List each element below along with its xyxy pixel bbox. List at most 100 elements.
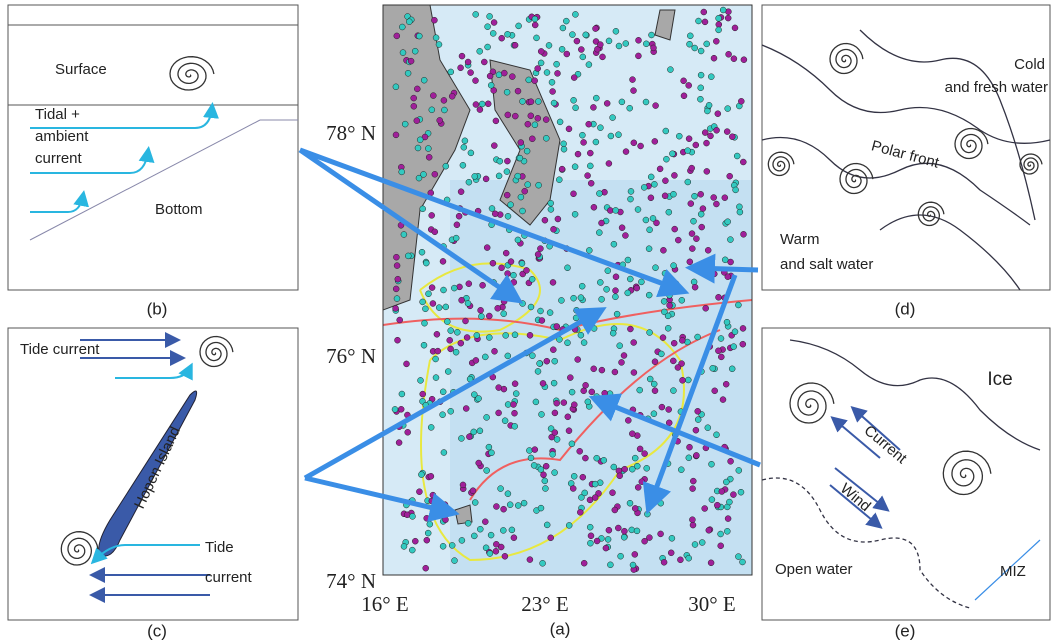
observation-dot bbox=[436, 305, 442, 311]
observation-dot bbox=[681, 78, 687, 84]
observation-dot bbox=[487, 551, 493, 557]
observation-dot bbox=[606, 161, 612, 167]
observation-dot bbox=[708, 74, 714, 80]
observation-dot bbox=[496, 410, 502, 416]
observation-dot bbox=[713, 38, 719, 44]
observation-dot bbox=[644, 511, 650, 517]
observation-dot bbox=[405, 429, 411, 435]
observation-dot bbox=[571, 75, 577, 81]
observation-dot bbox=[716, 27, 722, 33]
observation-dot bbox=[625, 257, 631, 263]
observation-dot bbox=[485, 101, 491, 107]
observation-dot bbox=[474, 332, 480, 338]
observation-dot bbox=[505, 213, 511, 219]
observation-dot bbox=[464, 335, 470, 341]
observation-dot bbox=[496, 385, 502, 391]
observation-dot bbox=[473, 78, 479, 84]
observation-dot bbox=[554, 324, 560, 330]
observation-dot bbox=[516, 23, 522, 29]
observation-dot bbox=[695, 334, 701, 340]
observation-dot bbox=[470, 488, 476, 494]
observation-dot bbox=[705, 425, 711, 431]
observation-dot bbox=[454, 329, 460, 335]
observation-dot bbox=[449, 93, 455, 99]
observation-dot bbox=[617, 343, 623, 349]
observation-dot bbox=[732, 329, 738, 335]
panel-label: (e) bbox=[895, 621, 916, 640]
observation-dot bbox=[602, 390, 608, 396]
observation-dot bbox=[644, 465, 650, 471]
lon-label: 30° E bbox=[688, 592, 735, 616]
observation-dot bbox=[590, 104, 596, 110]
observation-dot bbox=[471, 429, 477, 435]
observation-dot bbox=[414, 118, 420, 124]
observation-dot bbox=[529, 353, 535, 359]
observation-dot bbox=[543, 117, 549, 123]
observation-dot bbox=[451, 285, 457, 291]
observation-dot bbox=[716, 294, 722, 300]
observation-dot bbox=[686, 455, 692, 461]
observation-dot bbox=[478, 307, 484, 313]
observation-dot bbox=[459, 53, 465, 59]
observation-dot bbox=[685, 377, 691, 383]
observation-dot bbox=[604, 286, 610, 292]
observation-dot bbox=[517, 155, 523, 161]
observation-dot bbox=[512, 332, 518, 338]
observation-dot bbox=[572, 211, 578, 217]
observation-dot bbox=[529, 276, 535, 282]
observation-dot bbox=[704, 108, 710, 114]
observation-dot bbox=[465, 59, 471, 65]
observation-dot bbox=[466, 434, 472, 440]
observation-dot bbox=[436, 42, 442, 48]
observation-dot bbox=[623, 149, 629, 155]
observation-dot bbox=[531, 462, 537, 468]
observation-dot bbox=[578, 47, 584, 53]
observation-dot bbox=[628, 196, 634, 202]
observation-dot bbox=[484, 245, 490, 251]
observation-dot bbox=[425, 530, 431, 536]
link-arrow bbox=[695, 268, 758, 270]
observation-dot bbox=[634, 528, 640, 534]
observation-dot bbox=[662, 193, 668, 199]
observation-dot bbox=[691, 218, 697, 224]
observation-dot bbox=[702, 130, 708, 136]
observation-dot bbox=[527, 332, 533, 338]
observation-dot bbox=[505, 271, 511, 277]
observation-dot bbox=[587, 150, 593, 156]
observation-dot bbox=[430, 492, 436, 498]
observation-dot bbox=[489, 206, 495, 212]
observation-dot bbox=[651, 381, 657, 387]
open-water-label: Open water bbox=[775, 561, 853, 578]
observation-dot bbox=[402, 121, 408, 127]
observation-dot bbox=[631, 140, 637, 146]
observation-dot bbox=[714, 432, 720, 438]
observation-dot bbox=[411, 95, 417, 101]
observation-dot bbox=[397, 317, 403, 323]
observation-dot bbox=[422, 306, 428, 312]
observation-dot bbox=[505, 31, 511, 37]
observation-dot bbox=[587, 524, 593, 530]
observation-dot bbox=[635, 484, 641, 490]
observation-dot bbox=[570, 486, 576, 492]
observation-dot bbox=[512, 423, 518, 429]
observation-dot bbox=[547, 310, 553, 316]
observation-dot bbox=[636, 37, 642, 43]
observation-dot bbox=[586, 247, 592, 253]
observation-dot bbox=[618, 553, 624, 559]
observation-dot bbox=[610, 330, 616, 336]
observation-dot bbox=[393, 286, 399, 292]
observation-dot bbox=[477, 48, 483, 54]
observation-dot bbox=[524, 148, 530, 154]
observation-dot bbox=[509, 74, 515, 80]
observation-dot bbox=[621, 534, 627, 540]
observation-dot bbox=[443, 517, 449, 523]
observation-dot bbox=[630, 77, 636, 83]
observation-dot bbox=[690, 522, 696, 528]
observation-dot bbox=[505, 491, 511, 497]
observation-dot bbox=[489, 450, 495, 456]
observation-dot bbox=[720, 7, 726, 13]
observation-dot bbox=[550, 279, 556, 285]
observation-dot bbox=[486, 444, 492, 450]
observation-dot bbox=[501, 311, 507, 317]
observation-dot bbox=[679, 337, 685, 343]
